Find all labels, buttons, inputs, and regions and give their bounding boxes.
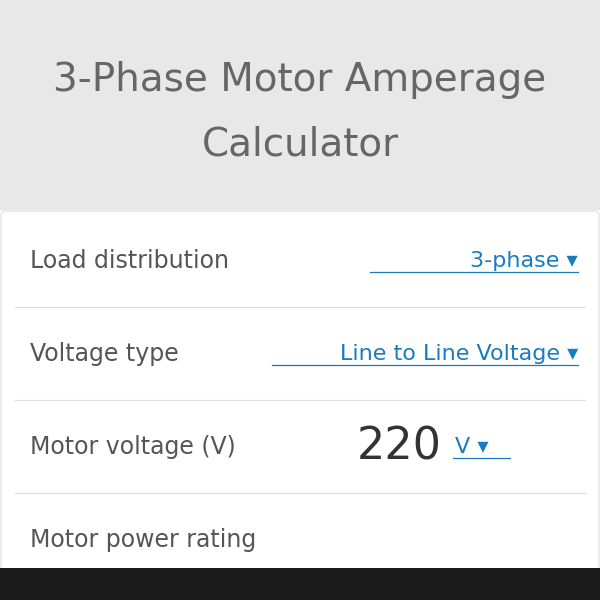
Text: V ▾: V ▾ (455, 437, 488, 457)
Text: Motor voltage (V): Motor voltage (V) (30, 435, 236, 459)
FancyBboxPatch shape (1, 211, 599, 594)
Bar (0, 568, 600, 600)
Text: Voltage type: Voltage type (30, 342, 179, 366)
Text: Load distribution: Load distribution (30, 249, 229, 273)
Text: Motor power rating: Motor power rating (30, 528, 256, 552)
Text: 220: 220 (357, 425, 442, 469)
Text: Line to Line Voltage ▾: Line to Line Voltage ▾ (340, 344, 578, 364)
Text: 3-Phase Motor Amperage: 3-Phase Motor Amperage (53, 61, 547, 99)
Text: Calculator: Calculator (202, 126, 398, 164)
FancyBboxPatch shape (0, 0, 600, 210)
Text: 3-phase ▾: 3-phase ▾ (470, 251, 578, 271)
